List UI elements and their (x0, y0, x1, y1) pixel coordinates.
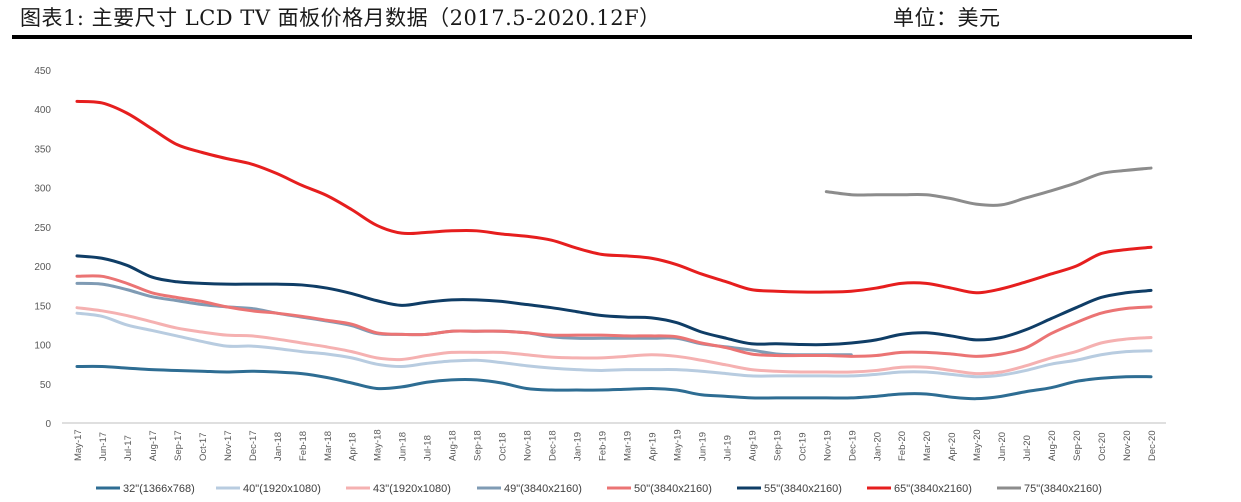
x-tick-label: May-20 (972, 429, 983, 461)
y-tick-label: 100 (34, 341, 51, 352)
x-tick-label: Oct-18 (498, 432, 509, 461)
series-line-5 (75, 254, 1153, 347)
x-tick-label: Nov-19 (822, 430, 833, 461)
x-tick-label: Sep-18 (473, 430, 484, 461)
x-tick-label: Jul-18 (423, 435, 434, 461)
x-tick-label: Sep-19 (772, 430, 783, 461)
x-tick-label: Feb-19 (598, 431, 609, 461)
x-tick-label: Jun-17 (98, 432, 109, 461)
x-tick-label: Feb-20 (897, 431, 908, 461)
x-tick-label: Dec-17 (248, 430, 259, 461)
x-tick-label: Jan-18 (273, 432, 284, 461)
x-tick-label: Aug-19 (747, 430, 758, 461)
y-tick-label: 400 (34, 105, 51, 116)
x-tick-label: Jul-17 (123, 435, 134, 461)
figure-title: 图表1: 主要尺寸 LCD TV 面板价格月数据（2017.5-2020.12F… (20, 6, 661, 30)
series-line-0 (75, 364, 1153, 401)
x-tick-label: Jan-19 (573, 432, 584, 461)
series-line-7 (824, 166, 1153, 207)
x-tick-label: Aug-17 (148, 430, 159, 461)
x-tick-label: May-17 (73, 429, 84, 461)
legend-label: 43"(1920x1080) (373, 483, 451, 495)
x-tick-label: Apr-20 (947, 432, 958, 461)
y-tick-label: 300 (34, 184, 51, 195)
x-tick-label: Jul-20 (1022, 435, 1033, 461)
x-tick-label: Oct-20 (1097, 432, 1108, 461)
title-rule (12, 35, 1192, 39)
x-tick-label: Aug-20 (1047, 430, 1058, 461)
x-tick-label: Jan-20 (872, 432, 883, 461)
figure-header: 图表1: 主要尺寸 LCD TV 面板价格月数据（2017.5-2020.12F… (0, 0, 1241, 39)
legend-label: 65"(3840x2160) (894, 483, 972, 495)
x-tick-label: Sep-17 (173, 430, 184, 461)
x-tick-label: Aug-18 (448, 430, 459, 461)
legend: 32"(1366x768) 40"(1920x1080) 43"(1920x1080… (96, 483, 1102, 495)
x-tick-label: Jun-18 (398, 432, 409, 461)
legend-label: 40"(1920x1080) (243, 483, 321, 495)
x-tick-label: Nov-20 (1122, 430, 1133, 461)
x-tick-label: May-19 (672, 429, 683, 461)
series-line-1 (75, 311, 1153, 379)
x-tick-label: Apr-19 (647, 432, 658, 461)
y-tick-label: 50 (40, 380, 52, 391)
x-tick-label: Sep-20 (1072, 430, 1083, 461)
x-tick-label: Mar-20 (922, 431, 933, 461)
x-tick-label: Apr-18 (348, 432, 359, 461)
x-tick-label: Mar-19 (622, 431, 633, 461)
y-tick-label: 350 (34, 144, 51, 155)
x-tick-label: Mar-18 (323, 431, 334, 461)
x-tick-label: Nov-18 (523, 430, 534, 461)
legend-label: 75"(3840x2160) (1024, 483, 1102, 495)
x-tick-label: Jul-19 (722, 435, 733, 461)
x-tick-label: Feb-18 (298, 431, 309, 461)
legend-label: 55"(3840x2160) (764, 483, 842, 495)
x-tick-label: May-18 (373, 429, 384, 461)
series-line-2 (75, 306, 1153, 376)
unit-label: 单位：美元 (893, 6, 1001, 30)
y-tick-label: 200 (34, 262, 51, 273)
axes: 0 50 100 150 200 250 300 350 400 450 May-17 Jun-17 J… (34, 66, 1166, 461)
x-tick-label: Dec-20 (1147, 430, 1158, 461)
series-lines (75, 99, 1153, 401)
y-tick-label: 150 (34, 301, 51, 312)
x-tick-label: Jun-19 (697, 432, 708, 461)
legend-label: 32"(1366x768) (123, 483, 195, 495)
legend-label: 49"(3840x2160) (504, 483, 582, 495)
legend-label: 50"(3840x2160) (634, 483, 712, 495)
x-tick-label: Dec-18 (548, 430, 559, 461)
y-tick-label: 250 (34, 223, 51, 234)
y-tick-label: 0 (45, 419, 51, 430)
x-tick-label: Nov-17 (223, 430, 234, 461)
series-line-3 (75, 281, 853, 357)
series-line-6 (75, 99, 1153, 295)
y-tick-label: 450 (34, 66, 51, 77)
series-line-4 (75, 274, 1153, 358)
x-tick-label: Oct-17 (198, 432, 209, 461)
x-tick-label: Jun-20 (997, 432, 1008, 461)
x-tick-label: Oct-19 (797, 432, 808, 461)
x-tick-label: Dec-19 (847, 430, 858, 461)
